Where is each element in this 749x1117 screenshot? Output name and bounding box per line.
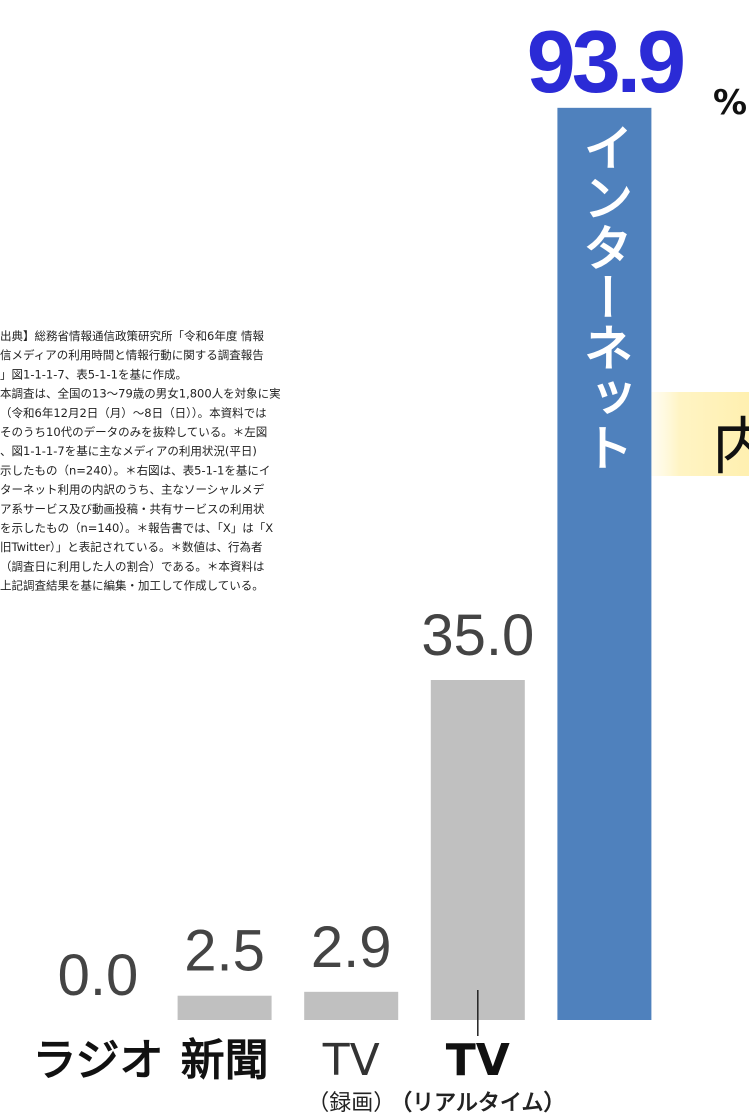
source-note: 旧Twitter）」と表記されている。＊数値は、行為者 — [0, 540, 262, 554]
category-label: ラジオ — [32, 1035, 163, 1086]
value-label: 0.0 — [58, 943, 139, 1008]
category-label: TV — [446, 1035, 510, 1086]
category-sub-label: （リアルタイム） — [390, 1091, 565, 1116]
value-label: 2.9 — [311, 915, 392, 980]
category-label: TV — [322, 1035, 380, 1086]
source-note: 本調査は、全国の13～79歳の男女1,800人を対象に実 — [0, 387, 281, 401]
bar — [557, 107, 652, 1021]
source-note: （令和6年12月2日（月）～8日（日））。本資料では — [0, 406, 267, 420]
source-note: 信メディアの利用時間と情報行動に関する調査報告 — [0, 348, 264, 362]
bar — [304, 991, 399, 1020]
value-label: 2.5 — [184, 919, 265, 984]
unit-label: % — [713, 83, 747, 123]
source-note: 」図1-1-1-7、表5-1-1を基に作成。 — [0, 367, 187, 381]
source-note: そのうち10代のデータのみを抜粋している。＊左図 — [0, 425, 267, 439]
source-note: ア系サービス及び動画投稿・共有サービスの利用状 — [0, 502, 265, 516]
source-note: 、図1-1-1-7を基に主なメディアの利用状況(平日) — [0, 444, 257, 458]
category-sub-label: （録画） — [307, 1091, 395, 1116]
bar — [430, 680, 525, 1020]
side-heading: 内 — [712, 410, 749, 483]
source-note: ターネット利用の内訳のうち、主なソーシャルメデ — [0, 483, 265, 497]
heading-band — [650, 392, 749, 476]
bar — [177, 995, 272, 1020]
value-label: 93.9 — [527, 12, 683, 111]
source-note: （調査日に利用した人の割合）である。＊本資料は — [0, 559, 264, 573]
category-label: 新聞 — [181, 1035, 269, 1086]
value-label: 35.0 — [421, 603, 534, 668]
source-note: 上記調査結果を基に編集・加工して作成している。 — [0, 579, 264, 593]
source-note: 示したもの（n=240）。＊右図は、表5-1-1を基にイ — [0, 463, 270, 477]
source-note: 出典】総務省情報通信政策研究所「令和6年度 情報 — [0, 329, 264, 343]
source-note: を示したもの（n=140）。＊報告書では、「X」は「X — [0, 521, 273, 535]
category-label: インターネット — [575, 122, 633, 472]
